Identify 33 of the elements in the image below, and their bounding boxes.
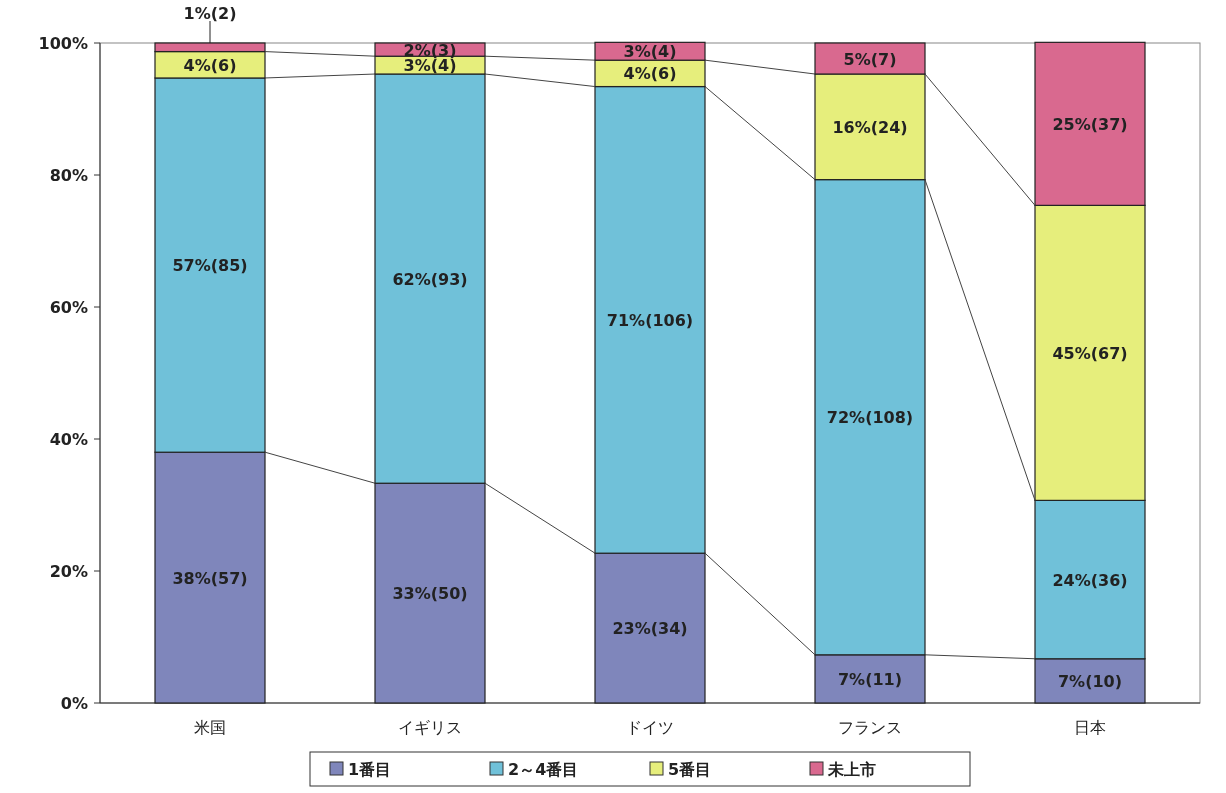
- legend-label: 1番目: [348, 760, 392, 779]
- x-tick-label: 日本: [1074, 718, 1106, 737]
- data-label: 24%(36): [1052, 570, 1128, 590]
- data-label: 62%(93): [392, 269, 468, 289]
- y-tick-label: 80%: [49, 166, 88, 185]
- data-label: 7%(10): [1057, 671, 1123, 691]
- legend-label: 未上市: [827, 760, 876, 779]
- y-tick-label: 0%: [60, 694, 88, 713]
- legend-label: 5番目: [668, 760, 712, 779]
- data-label: 4%(6): [623, 64, 677, 84]
- data-label: 16%(24): [832, 117, 908, 137]
- x-tick-label: ドイツ: [626, 718, 674, 737]
- y-tick-label: 40%: [49, 430, 88, 449]
- data-label: 72%(108): [826, 408, 914, 428]
- data-label: 5%(7): [843, 49, 897, 69]
- data-label: 4%(6): [183, 55, 237, 75]
- data-label: 57%(85): [172, 256, 248, 276]
- data-label: 45%(67): [1052, 343, 1128, 363]
- data-label: 25%(37): [1052, 114, 1128, 134]
- data-label: 33%(50): [392, 584, 468, 604]
- legend-label: 2～4番目: [508, 760, 579, 779]
- x-tick-label: 米国: [194, 718, 226, 737]
- data-label: 3%(4): [623, 42, 677, 62]
- data-label: 23%(34): [612, 619, 688, 639]
- x-tick-label: フランス: [838, 718, 902, 737]
- y-tick-label: 20%: [49, 562, 88, 581]
- data-label: 71%(106): [606, 310, 694, 330]
- data-label: 1%(2): [183, 4, 237, 23]
- x-tick-label: イギリス: [398, 718, 462, 737]
- y-tick-label: 60%: [49, 298, 88, 317]
- data-label: 7%(11): [837, 669, 903, 689]
- data-label: 38%(57): [172, 568, 248, 588]
- y-tick-label: 100%: [38, 34, 88, 53]
